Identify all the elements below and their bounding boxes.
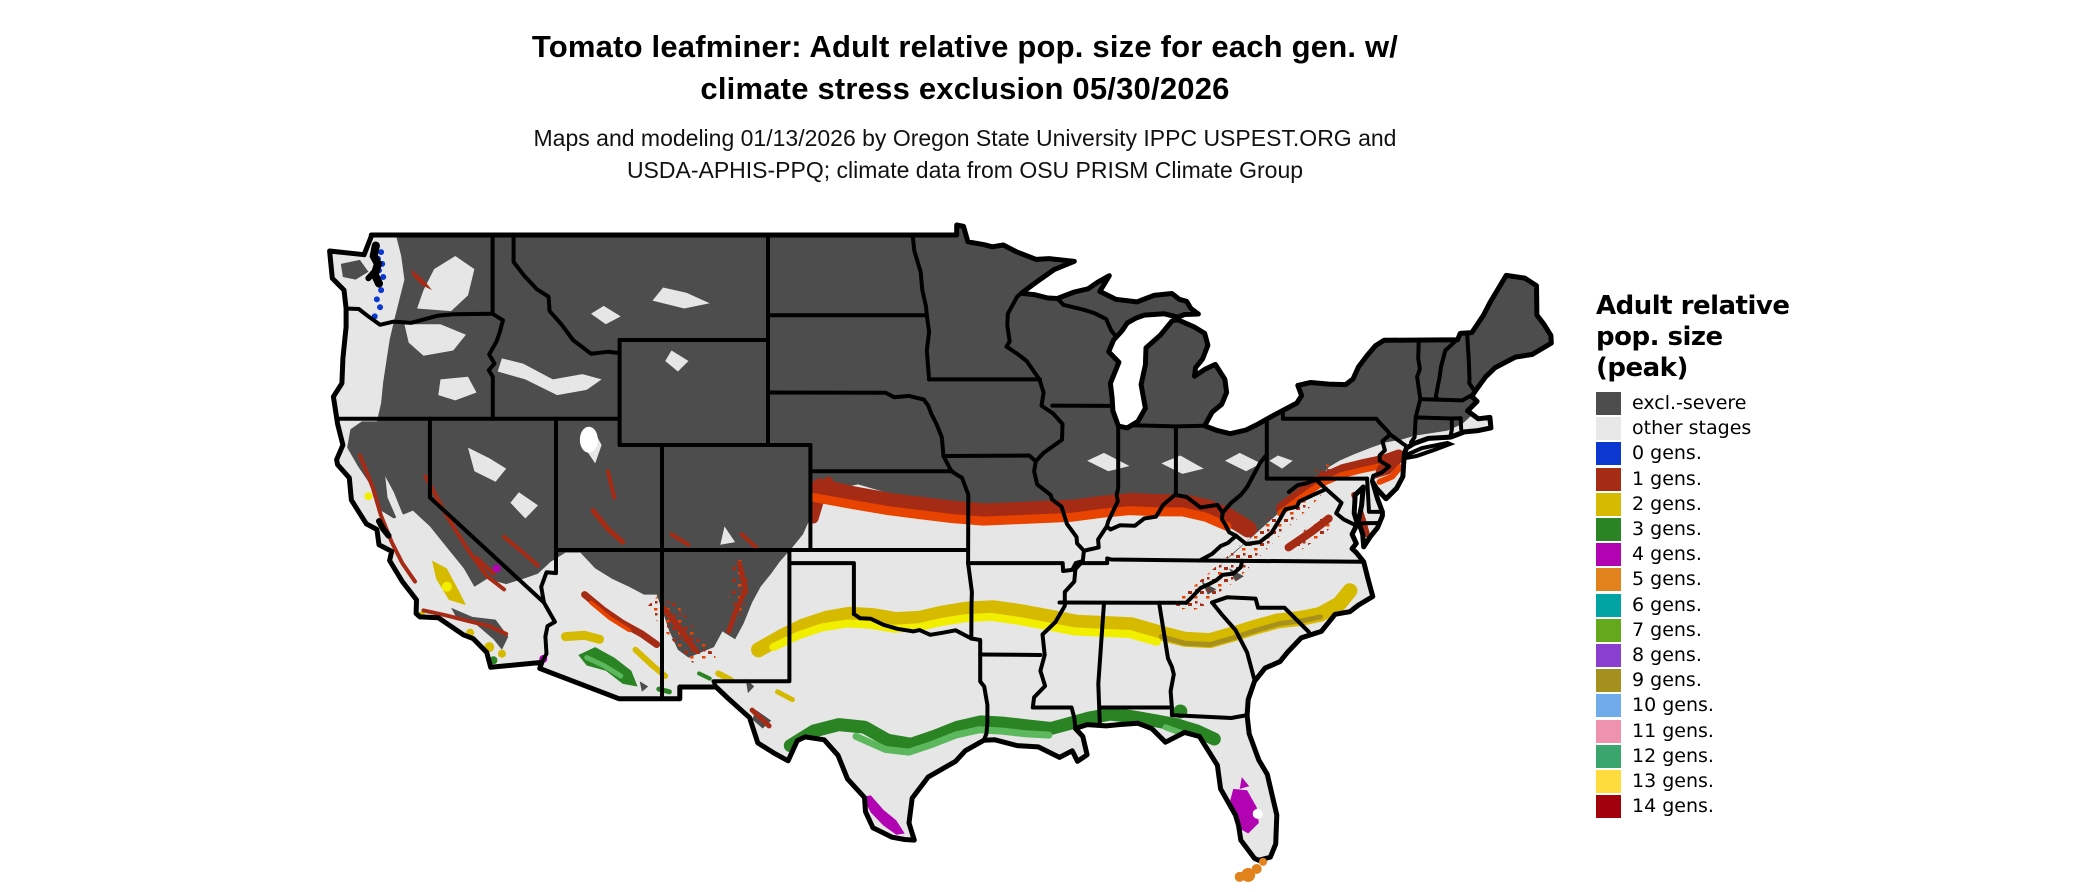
page-title: Tomato leafminer: Adult relative pop. si… xyxy=(0,26,1930,110)
map-raster-layers xyxy=(329,225,1552,835)
legend-label: 5 gens. xyxy=(1632,568,1702,591)
legend-swatch xyxy=(1596,643,1621,667)
legend-row: excl.-severe xyxy=(1596,391,1926,416)
florida-keys-dot xyxy=(1241,867,1256,882)
legend-row: 14 gens. xyxy=(1596,794,1926,819)
legend-swatch xyxy=(1596,769,1621,793)
legend-label: 10 gens. xyxy=(1632,694,1714,717)
legend-label: 3 gens. xyxy=(1632,518,1702,541)
legend-label: 14 gens. xyxy=(1632,795,1714,818)
legend-swatch xyxy=(1596,492,1621,516)
title-line-1: Tomato leafminer: Adult relative pop. si… xyxy=(531,29,1399,64)
legend-row: 0 gens. xyxy=(1596,441,1926,466)
puget-sound xyxy=(369,241,383,288)
legend-label: 8 gens. xyxy=(1632,643,1702,666)
legend-row: 11 gens. xyxy=(1596,718,1926,743)
subtitle-line-1: Maps and modeling 01/13/2026 by Oregon S… xyxy=(533,125,1397,151)
florida-keys-dot xyxy=(1259,857,1268,866)
map-subtitle: Maps and modeling 01/13/2026 by Oregon S… xyxy=(0,122,1930,186)
legend-swatch xyxy=(1596,744,1621,768)
legend-row: 12 gens. xyxy=(1596,744,1926,769)
subtitle-line-2: USDA-APHIS-PPQ; climate data from OSU PR… xyxy=(626,157,1304,183)
legend-title-line-2: pop. size xyxy=(1596,322,1723,352)
legend-label: excl.-severe xyxy=(1632,392,1747,415)
legend-row: 6 gens. xyxy=(1596,593,1926,618)
legend-label: 11 gens. xyxy=(1632,719,1714,742)
legend-swatch xyxy=(1596,417,1621,441)
legend-swatch xyxy=(1596,568,1621,592)
san-francisco-bay xyxy=(376,518,392,539)
legend-swatch xyxy=(1596,618,1621,642)
legend-swatch xyxy=(1596,669,1621,693)
legend-title-line-3: (peak) xyxy=(1596,353,1688,383)
title-line-2: climate stress exclusion 05/30/2026 xyxy=(700,71,1230,106)
legend: Adult relative pop. size (peak) excl.-se… xyxy=(1596,291,1926,819)
legend-swatch xyxy=(1596,543,1621,567)
legend-label: 13 gens. xyxy=(1632,769,1714,792)
legend-rows: excl.-severe other stages 0 gens. 1 gens. 2 … xyxy=(1596,391,1926,819)
legend-swatch xyxy=(1596,593,1621,617)
legend-row: 2 gens. xyxy=(1596,492,1926,517)
long-island-outline xyxy=(1403,440,1456,461)
legend-row: 4 gens. xyxy=(1596,542,1926,567)
legend-swatch xyxy=(1596,442,1621,466)
legend-swatch xyxy=(1596,467,1621,491)
legend-label: 4 gens. xyxy=(1632,543,1702,566)
legend-row: 13 gens. xyxy=(1596,769,1926,794)
florida-keys-dot xyxy=(1251,863,1262,874)
legend-row: 9 gens. xyxy=(1596,668,1926,693)
legend-swatch xyxy=(1596,719,1621,743)
legend-row: 8 gens. xyxy=(1596,643,1926,668)
legend-label: 2 gens. xyxy=(1632,492,1702,515)
legend-row: 10 gens. xyxy=(1596,693,1926,718)
legend-row: 7 gens. xyxy=(1596,618,1926,643)
legend-swatch xyxy=(1596,795,1621,819)
legend-swatch xyxy=(1596,392,1621,416)
legend-row: 5 gens. xyxy=(1596,567,1926,592)
puget-sound-inlet xyxy=(365,268,378,282)
legend-label: other stages xyxy=(1632,417,1752,440)
legend-row: other stages xyxy=(1596,416,1926,441)
legend-label: 1 gens. xyxy=(1632,467,1702,490)
legend-label: 9 gens. xyxy=(1632,669,1702,692)
legend-swatch xyxy=(1596,694,1621,718)
legend-label: 12 gens. xyxy=(1632,744,1714,767)
legend-title-line-1: Adult relative xyxy=(1596,291,1790,321)
legend-label: 7 gens. xyxy=(1632,618,1702,641)
state-borders xyxy=(335,233,1477,743)
legend-label: 6 gens. xyxy=(1632,593,1702,616)
legend-row: 3 gens. xyxy=(1596,517,1926,542)
legend-label: 0 gens. xyxy=(1632,442,1702,465)
conus-outline xyxy=(327,222,1554,863)
legend-row: 1 gens. xyxy=(1596,467,1926,492)
legend-swatch xyxy=(1596,518,1621,542)
